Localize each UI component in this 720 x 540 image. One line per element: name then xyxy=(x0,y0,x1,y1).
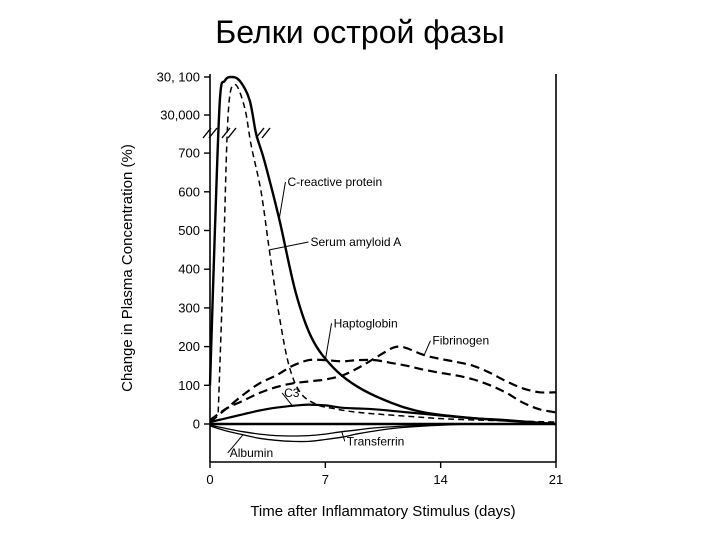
annotation-leader xyxy=(269,241,309,251)
axis-break-mark xyxy=(227,127,237,139)
y-tick-label: 30, 100 xyxy=(157,70,200,85)
slide-title: Белки острой фазы xyxy=(215,14,505,50)
annotation-label: Fibrinogen xyxy=(432,334,489,348)
x-tick-label: 0 xyxy=(206,472,213,487)
series-line-transferrin xyxy=(209,423,557,437)
series-line-fibrinogen xyxy=(209,345,557,421)
annotation-leader xyxy=(278,181,286,219)
x-axis-title: Time after Inflammatory Stimulus (days) xyxy=(250,503,515,520)
axis-break-mark xyxy=(208,127,218,139)
plot-frame xyxy=(209,74,557,463)
x-tick-label: 21 xyxy=(549,472,563,487)
axis-break-mark xyxy=(261,127,271,139)
x-axis-ticks: 0 7 14 21 xyxy=(206,462,563,487)
annotation-leader xyxy=(341,431,346,442)
y-tick-label: 600 xyxy=(178,184,200,199)
axis-break-marks xyxy=(202,127,271,139)
y-tick-label: 300 xyxy=(178,300,200,315)
annotation-label: Transferrin xyxy=(347,434,405,448)
y-tick-label: 0 xyxy=(193,417,200,432)
annotation-leader xyxy=(281,392,293,407)
y-tick-label: 200 xyxy=(178,339,200,354)
annotation-leader xyxy=(324,323,333,361)
annotation-label: C-reactive protein xyxy=(287,175,382,189)
annotation-leader xyxy=(423,340,431,356)
y-tick-label: 400 xyxy=(178,262,200,277)
y-tick-label: 30,000 xyxy=(160,108,200,123)
series-line-c-reactive-protein xyxy=(208,75,557,426)
y-axis-ticks: 0 100 200 300 400 500 600 700 30,000 30, 100 xyxy=(157,70,210,432)
y-tick-label: 700 xyxy=(178,146,200,161)
annotation-label: Serum amyloid A xyxy=(311,235,402,249)
y-tick-label: 100 xyxy=(178,378,200,393)
axis-break-mark xyxy=(202,127,212,139)
series-lines xyxy=(208,75,557,443)
series-line-haptoglobin xyxy=(209,358,557,423)
series-line-c3 xyxy=(209,403,557,426)
series-line-serum-amyloid-a xyxy=(217,83,557,423)
axis-break-mark xyxy=(221,127,231,139)
y-tick-label: 500 xyxy=(178,223,200,238)
annotation-label: Albumin xyxy=(230,446,273,460)
x-tick-label: 14 xyxy=(433,472,447,487)
annotation-leader xyxy=(227,434,244,454)
annotation-label: Haptoglobin xyxy=(334,316,398,330)
series-annotations: C-reactive protein Serum amyloid A Haptogl… xyxy=(227,175,489,460)
x-tick-label: 7 xyxy=(322,472,329,487)
annotation-label: C3 xyxy=(284,386,300,400)
y-axis-title: Change in Plasma Concentration (%) xyxy=(119,144,136,392)
